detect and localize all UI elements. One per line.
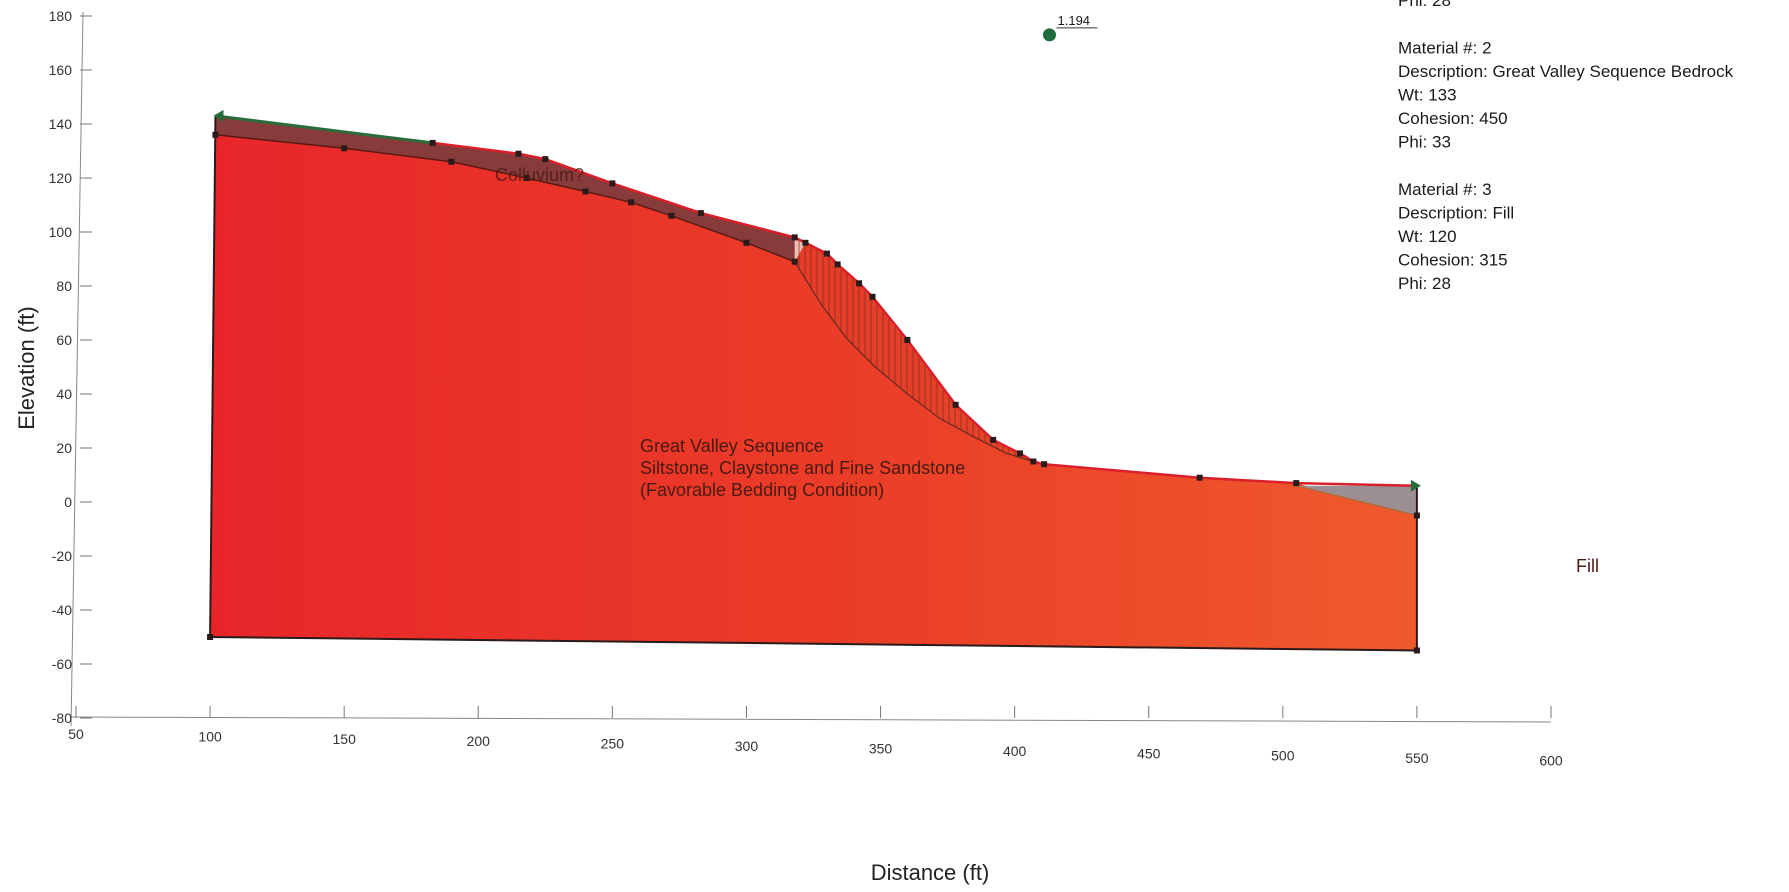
vertex-marker xyxy=(802,239,809,246)
vertex-marker xyxy=(1196,474,1203,481)
vertex-marker xyxy=(1413,647,1420,654)
y-tick-label: 100 xyxy=(49,224,73,240)
legend-line: Material #: 3 xyxy=(1398,180,1492,199)
fill-contact xyxy=(1296,485,1418,517)
legend-line: Phi: 28 xyxy=(1398,274,1451,293)
legend-line: Phi: 28 xyxy=(1398,0,1451,10)
section-left-edge xyxy=(209,115,217,638)
section-base xyxy=(210,636,1417,652)
legend-line: Description: Great Valley Sequence Bedro… xyxy=(1398,62,1734,81)
legend-line: Cohesion: 450 xyxy=(1398,109,1508,128)
y-tick-label: 180 xyxy=(49,8,73,24)
vertex-marker xyxy=(823,250,830,257)
legend-line: Description: Fill xyxy=(1398,204,1514,223)
vertex-marker xyxy=(834,261,841,268)
legend-line: Wt: 120 xyxy=(1398,227,1457,246)
vertex-marker xyxy=(515,150,522,157)
vertex-marker xyxy=(697,210,704,217)
x-tick-label: 300 xyxy=(735,738,759,754)
axes: -80 -60 -40 -20 0 20 40 60 80 100 120 140 160 180 50 10… xyxy=(14,8,1563,885)
bedrock-label-line: Siltstone, Claystone and Fine Sandstone xyxy=(640,458,965,478)
legend-line: Cohesion: 315 xyxy=(1398,251,1508,270)
y-tick-label: -80 xyxy=(52,710,72,726)
vertex-marker xyxy=(212,131,219,138)
vertex-marker xyxy=(448,158,455,165)
region-labels: Colluvium? Great Valley SequenceSiltstone… xyxy=(495,165,1599,576)
bedrock-region xyxy=(210,134,1417,651)
vertex-marker xyxy=(429,139,436,146)
y-tick-label: -40 xyxy=(52,602,72,618)
y-tick-label: -20 xyxy=(52,548,72,564)
y-axis-title: Elevation (ft) xyxy=(14,306,39,430)
vertex-marker xyxy=(904,337,911,343)
x-tick-label: 150 xyxy=(333,731,357,747)
y-tick-label: -60 xyxy=(52,656,72,672)
vertex-marker xyxy=(628,199,635,206)
y-tick-label: 40 xyxy=(56,386,72,402)
vertex-marker xyxy=(990,436,997,443)
vertex-marker xyxy=(1041,461,1048,468)
bedrock-label-line: Great Valley Sequence xyxy=(640,436,824,456)
vertex-marker xyxy=(341,145,348,152)
x-tick-label: 400 xyxy=(1003,743,1027,759)
y-tick-label: 120 xyxy=(49,170,73,186)
vertex-markers: 1.194 xyxy=(207,13,1421,654)
x-tick-label: 50 xyxy=(68,726,84,742)
x-tick-label: 100 xyxy=(198,728,222,744)
x-tick-label: 450 xyxy=(1137,745,1161,761)
vertex-marker xyxy=(523,175,530,181)
vertex-marker xyxy=(791,234,798,241)
materials-legend: Phi: 28 Material #: 2 Description: Great V… xyxy=(1398,0,1734,293)
factor-of-safety-label: 1.194 xyxy=(1058,13,1091,28)
vertex-marker xyxy=(743,239,750,246)
legend-line: Wt: 133 xyxy=(1398,86,1457,105)
vertex-marker xyxy=(791,258,798,265)
x-tick-label: 550 xyxy=(1405,750,1429,766)
vertex-marker xyxy=(1017,450,1023,457)
vertex-marker xyxy=(1413,512,1420,519)
y-tick-label: 160 xyxy=(49,62,73,78)
section-end-marker xyxy=(1410,479,1421,492)
vertex-marker xyxy=(582,188,589,195)
vertex-marker xyxy=(1030,458,1037,465)
x-tick-label: 500 xyxy=(1271,748,1295,764)
vertex-marker xyxy=(952,401,959,408)
vertex-marker xyxy=(869,293,876,300)
legend-line: Phi: 33 xyxy=(1398,133,1451,152)
vertex-marker xyxy=(609,180,616,187)
x-tick-label: 600 xyxy=(1539,753,1563,769)
y-tick-label: 60 xyxy=(56,332,72,348)
x-axis-title: Distance (ft) xyxy=(871,860,990,885)
section-end-marker xyxy=(213,109,224,122)
vertex-marker xyxy=(1293,480,1300,487)
fill-label: Fill xyxy=(1576,556,1599,576)
ground-surface-upper xyxy=(215,114,433,145)
y-tick-label: 80 xyxy=(56,278,72,294)
legend-line: Material #: 2 xyxy=(1398,39,1492,58)
y-tick-label: 20 xyxy=(56,440,72,456)
vertex-marker xyxy=(668,212,675,219)
x-tick-label: 350 xyxy=(869,740,893,756)
x-tick-label: 200 xyxy=(467,733,491,749)
x-tick-label: 250 xyxy=(601,736,625,752)
y-axis-line xyxy=(70,11,84,727)
bedrock-label-line: (Favorable Bedding Condition) xyxy=(640,480,884,500)
x-axis-line xyxy=(70,716,1552,723)
critical-slip-surface xyxy=(794,261,1034,463)
colluvium-region xyxy=(215,115,795,262)
vertex-marker xyxy=(856,280,863,287)
colluvium-label: Colluvium? xyxy=(495,165,584,185)
vertex-marker xyxy=(542,156,549,163)
slip-center-marker xyxy=(1043,28,1056,42)
vertex-marker xyxy=(207,634,214,640)
y-tick-label: 140 xyxy=(49,116,73,132)
y-tick-label: 0 xyxy=(64,494,72,510)
soil-regions xyxy=(210,115,1417,651)
